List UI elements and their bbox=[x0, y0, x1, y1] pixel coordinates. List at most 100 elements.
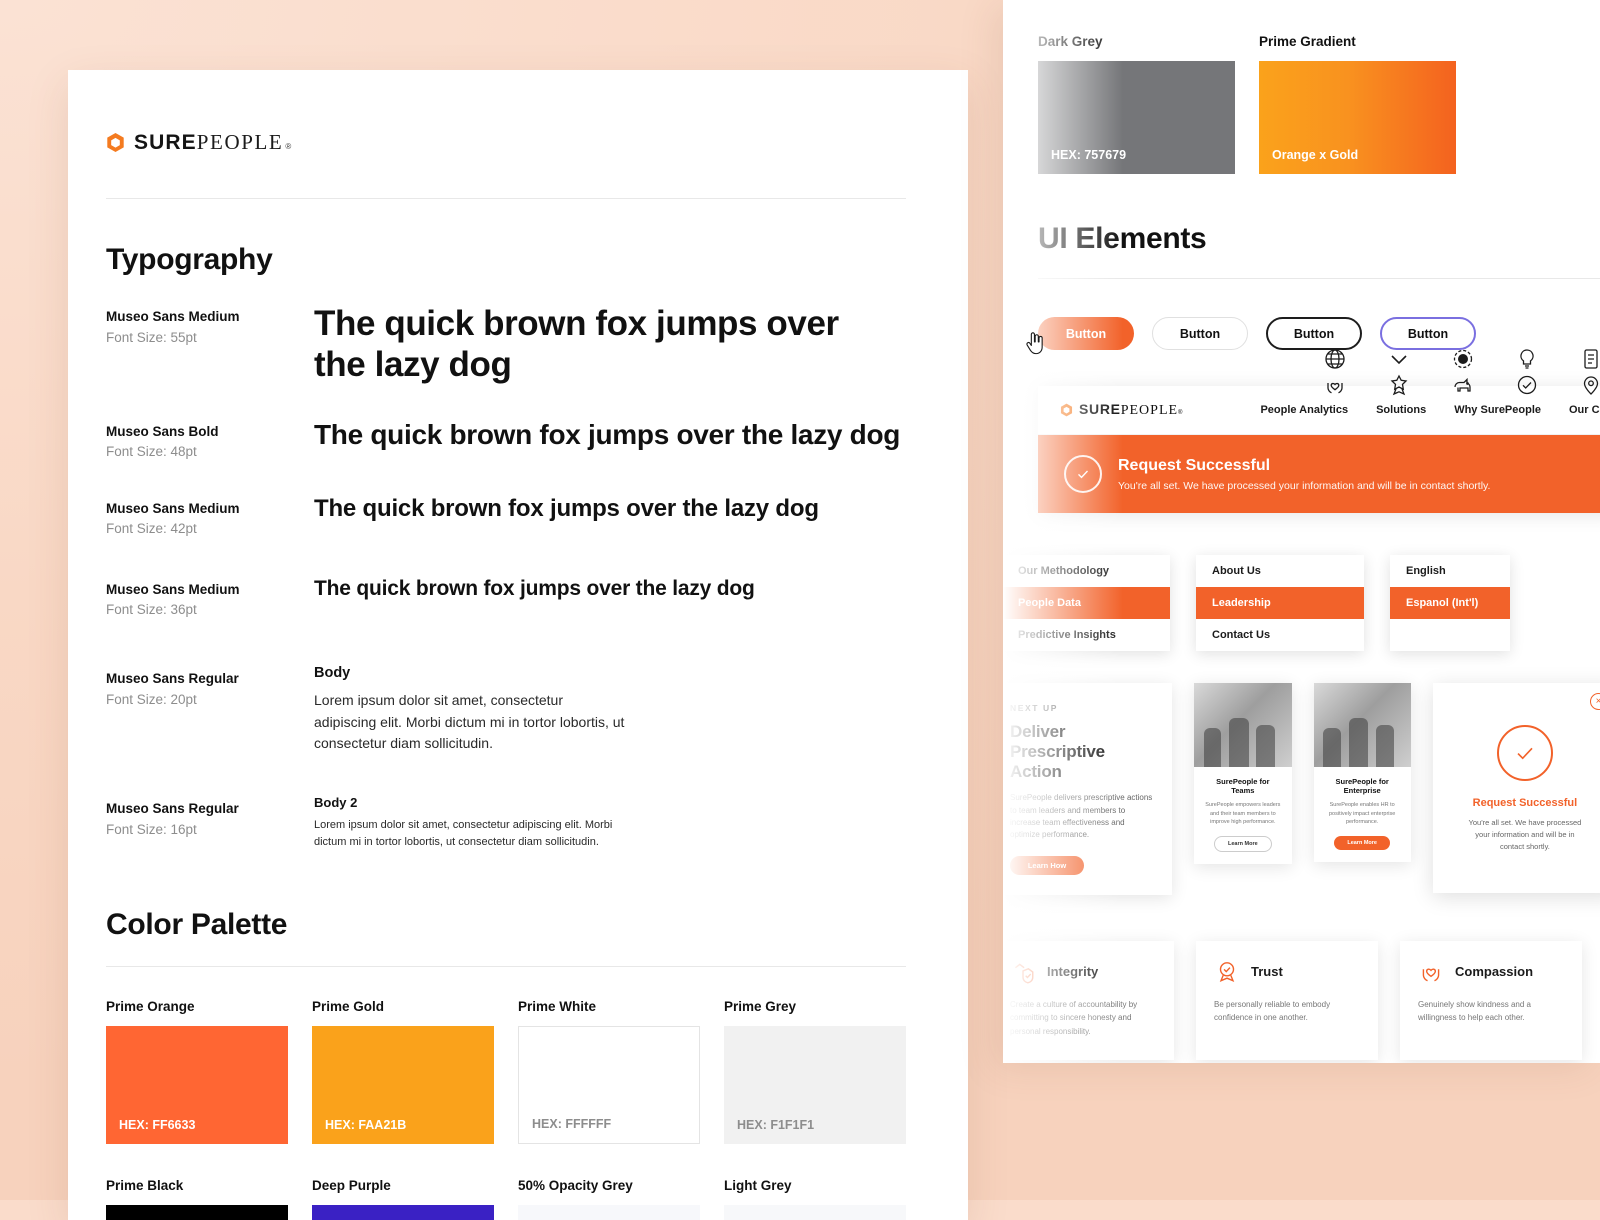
type-row: Museo Sans Medium Font Size: 36pt The qu… bbox=[106, 576, 906, 621]
next-up-title: Deliver Prescriptive Action bbox=[1010, 722, 1105, 782]
hexagon-logo-icon bbox=[107, 132, 124, 152]
nav-link-why-surepeople[interactable]: Why SurePeople bbox=[1454, 404, 1541, 416]
content-cards-row: NEXT UP Deliver Prescriptive Action Sure… bbox=[1003, 683, 1600, 895]
site-logo-people: PEOPLE bbox=[1120, 403, 1179, 418]
button-outline-purple[interactable]: Button bbox=[1380, 317, 1476, 350]
swatch-color: HEX: F1F1F1 bbox=[724, 1026, 906, 1145]
nav-link-people-analytics[interactable]: People Analytics bbox=[1260, 404, 1349, 416]
menu-item-english[interactable]: English bbox=[1406, 565, 1446, 577]
swatch-color bbox=[518, 1205, 700, 1220]
enterprise-photo bbox=[1313, 683, 1411, 767]
menu-item-people-data[interactable]: People Data bbox=[1003, 587, 1170, 619]
brand-logo: SURE PEOPLE ® bbox=[106, 110, 906, 174]
menu-item-leadership[interactable]: Leadership bbox=[1196, 587, 1364, 619]
swatch-item: Light Grey bbox=[724, 1178, 906, 1220]
banner-message: You're all set. We have processed your i… bbox=[1118, 479, 1491, 492]
button-secondary[interactable]: Button bbox=[1152, 317, 1248, 350]
document-icon[interactable] bbox=[1579, 347, 1600, 371]
swatch-label: Prime Orange bbox=[106, 999, 195, 1015]
menu-item-about-us[interactable]: About Us bbox=[1212, 565, 1261, 577]
trust-icon bbox=[1214, 959, 1240, 985]
nav-link-our-company[interactable]: Our Company bbox=[1569, 404, 1600, 416]
swatch-item: Prime White HEX: FFFFFF bbox=[518, 999, 700, 1145]
learn-more-button[interactable]: Learn More bbox=[1334, 835, 1391, 850]
swatch-color bbox=[106, 1205, 288, 1220]
menu-item-contact-us[interactable]: Contact Us bbox=[1212, 629, 1271, 641]
close-icon[interactable]: × bbox=[1590, 693, 1600, 710]
swatch-hex-text: HEX: FAA21B bbox=[325, 1118, 407, 1133]
type-sample: The quick brown fox jumps over the lazy … bbox=[314, 304, 839, 385]
site-logo[interactable]: SURE PEOPLE ® bbox=[1060, 401, 1182, 419]
swatch-label: Deep Purple bbox=[312, 1178, 391, 1194]
swatch-item: Prime Grey HEX: F1F1F1 bbox=[724, 999, 906, 1145]
pie-target-icon[interactable] bbox=[1451, 347, 1475, 371]
type-name: Museo Sans Bold bbox=[106, 423, 219, 439]
type-size: Font Size: 36pt bbox=[106, 602, 197, 618]
swatch-item: Prime Orange HEX: FF6633 bbox=[106, 999, 288, 1145]
type-name: Museo Sans Medium bbox=[106, 309, 240, 324]
registered-mark: ® bbox=[285, 141, 292, 151]
location-pin-icon[interactable] bbox=[1579, 373, 1600, 397]
website-mock: SURE PEOPLE ® People Analytics Solutions W… bbox=[1038, 386, 1600, 513]
type-sample: The quick brown fox jumps over the lazy … bbox=[314, 576, 755, 600]
swatch-color bbox=[312, 1205, 494, 1220]
button-outline-dark[interactable]: Button bbox=[1266, 317, 1362, 350]
body-sample-copy: Lorem ipsum dolor sit amet, consectetur … bbox=[314, 692, 625, 752]
globe-icon[interactable] bbox=[1323, 347, 1347, 371]
swatch-label: Light Grey bbox=[724, 1178, 792, 1194]
nav-link-solutions[interactable]: Solutions bbox=[1376, 404, 1427, 416]
swatch-color: HEX: FF6633 bbox=[106, 1026, 288, 1145]
product-card-teams: SurePeople for Teams SurePeople empowers… bbox=[1194, 683, 1292, 864]
swatch-label: 50% Opacity Grey bbox=[518, 1178, 633, 1194]
type-name: Museo Sans Regular bbox=[106, 671, 239, 687]
value-card-integrity: Integrity Create a culture of accountabi… bbox=[1003, 940, 1174, 1061]
type-row: Museo Sans Regular Font Size: 16pt Body … bbox=[106, 795, 906, 850]
button-primary[interactable]: Button bbox=[1038, 317, 1134, 350]
learn-how-button[interactable]: Learn How bbox=[1010, 855, 1084, 875]
swatch-gradient-text: Orange x Gold bbox=[1272, 148, 1359, 162]
typography-list: Museo Sans Medium Font Size: 55pt The qu… bbox=[106, 303, 906, 850]
success-modal: × Request Successful You're all set. We … bbox=[1432, 683, 1600, 893]
award-ribbon-icon[interactable] bbox=[1387, 373, 1411, 397]
site-nav-links: People Analytics Solutions Why SurePeopl… bbox=[1260, 404, 1600, 416]
swatch-grid-row2: Prime Black Deep Purple 50% Opacity Grey… bbox=[106, 1178, 906, 1220]
menu-item-espanol[interactable]: Espanol (Int'l) bbox=[1390, 587, 1510, 619]
product-title: SurePeople for Enterprise bbox=[1335, 777, 1389, 795]
compassion-icon bbox=[1418, 959, 1444, 985]
icon-set bbox=[1323, 347, 1600, 397]
body2-sample-title: Body 2 bbox=[314, 795, 358, 811]
check-circle-icon[interactable] bbox=[1515, 373, 1539, 397]
value-title: Integrity bbox=[1047, 964, 1099, 980]
type-row: Museo Sans Medium Font Size: 42pt The qu… bbox=[106, 495, 906, 540]
chevron-down-icon[interactable] bbox=[1387, 347, 1411, 371]
type-size: Font Size: 20pt bbox=[106, 691, 197, 707]
value-copy: Genuinely show kindness and a willingnes… bbox=[1418, 999, 1531, 1023]
dropdown-row: Our Methodology People Data Predictive I… bbox=[1003, 555, 1600, 651]
logo-people-text: PEOPLE bbox=[196, 129, 284, 154]
heart-hands-icon[interactable] bbox=[1323, 373, 1347, 397]
type-size: Font Size: 16pt bbox=[106, 821, 197, 837]
swatch-label: Prime Gold bbox=[312, 999, 385, 1015]
learn-more-button[interactable]: Learn More bbox=[1213, 835, 1272, 852]
type-sample: The quick brown fox jumps over the lazy … bbox=[314, 418, 901, 450]
swatch-color: HEX: 757679 bbox=[1038, 61, 1235, 174]
language-menu: English Espanol (Int'l) bbox=[1390, 555, 1510, 651]
lightbulb-icon[interactable] bbox=[1515, 347, 1539, 371]
swatch-color: HEX: FAA21B bbox=[312, 1026, 494, 1145]
value-card-trust: Trust Be personally reliable to embody c… bbox=[1196, 940, 1378, 1061]
menu-item-our-methodology[interactable]: Our Methodology bbox=[1018, 565, 1110, 577]
next-up-card: NEXT UP Deliver Prescriptive Action Sure… bbox=[1003, 683, 1173, 895]
menu-item-predictive-insights[interactable]: Predictive Insights bbox=[1018, 629, 1116, 641]
value-title: Trust bbox=[1251, 964, 1283, 980]
swatch-item: Dark Grey HEX: 757679 bbox=[1038, 34, 1235, 174]
banner-title: Request Successful bbox=[1118, 457, 1271, 475]
hexagon-logo-icon bbox=[1060, 403, 1073, 417]
swatch-hex-text: HEX: FFFFFF bbox=[532, 1117, 612, 1132]
modal-title: Request Successful bbox=[1472, 797, 1578, 809]
swatch-item: Deep Purple bbox=[312, 1178, 494, 1220]
lion-icon[interactable] bbox=[1451, 373, 1475, 397]
style-guide-card: SURE PEOPLE ® Typography Museo Sans Medium… bbox=[68, 70, 968, 1220]
typography-section-title: Typography bbox=[106, 243, 273, 276]
swatch-item: Prime Gold HEX: FAA21B bbox=[312, 999, 494, 1145]
swatch-label: Prime Grey bbox=[724, 999, 797, 1015]
